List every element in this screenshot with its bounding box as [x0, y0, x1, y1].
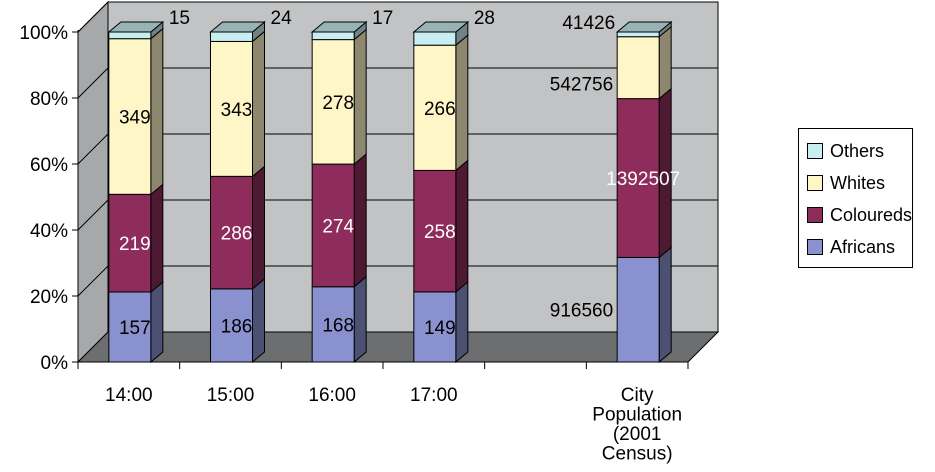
side-wall: [77, 0, 109, 364]
x-tick-label: 17:00: [410, 385, 458, 406]
bar-segment-africans: [108, 291, 152, 363]
legend-item-whites: Whites: [807, 167, 912, 199]
bar-segment-others: [413, 31, 457, 46]
legend-swatch: [807, 239, 823, 255]
data-label: 168: [322, 315, 354, 336]
bar-top: [412, 21, 470, 33]
x-tick-label: (2001: [613, 424, 662, 445]
bar-side-africans: [455, 280, 469, 364]
y-tick-label: 80%: [30, 89, 68, 110]
data-label: 542756: [550, 75, 613, 96]
legend-swatch: [807, 143, 823, 159]
bar-side-coloureds: [150, 183, 164, 294]
bar-side-coloureds: [252, 165, 265, 290]
x-tick-label: 15:00: [207, 385, 255, 406]
bar-segment-others: [210, 31, 253, 42]
bar-side-africans: [353, 275, 367, 364]
y-tick-label: 20%: [30, 287, 68, 308]
data-label: 1392507: [606, 169, 680, 190]
legend-item-coloureds: Coloureds: [807, 199, 912, 231]
data-label: 15: [169, 8, 190, 29]
data-label: 343: [221, 100, 253, 121]
gridline: [77, 133, 718, 165]
bar-segment-coloureds: [210, 175, 253, 290]
bar-segment-others: [311, 31, 355, 41]
legend-label: Coloureds: [830, 204, 913, 225]
data-label: 286: [221, 224, 253, 245]
data-label: 17: [372, 8, 393, 29]
bar-segment-africans: [616, 256, 660, 363]
y-tick-label: 0%: [41, 353, 69, 374]
y-tick-label: 100%: [19, 23, 68, 44]
data-label: 186: [221, 316, 253, 337]
legend-swatch: [807, 207, 823, 223]
data-label: 28: [474, 8, 495, 29]
data-label: 149: [424, 318, 456, 339]
data-label: 274: [322, 216, 354, 237]
gridline: [77, 1, 718, 33]
data-label: 266: [424, 99, 456, 120]
legend: Others Whites Coloureds Africans: [798, 128, 913, 268]
bar-side-whites: [150, 27, 164, 196]
gridline: [77, 199, 718, 231]
legend-label: Others: [830, 140, 885, 161]
gridline: [77, 265, 718, 297]
bar-side-africans: [150, 280, 164, 364]
bar-segment-coloureds: [413, 169, 457, 293]
bar-top: [209, 21, 266, 33]
bar-side-africans: [252, 277, 265, 364]
bar-top: [107, 21, 165, 33]
y-tick-label: 60%: [30, 155, 68, 176]
bar-side-whites: [658, 25, 672, 100]
legend-label: Africans: [830, 236, 896, 257]
bar-side-whites: [353, 28, 367, 166]
legend-item-africans: Africans: [807, 231, 912, 263]
bar-segment-coloureds: [616, 98, 660, 258]
bar-segment-africans: [311, 286, 355, 363]
legend-item-others: Others: [807, 135, 912, 167]
bar-side-whites: [455, 34, 469, 172]
data-label: 157: [119, 318, 151, 339]
data-label: 24: [271, 8, 293, 29]
x-tick-label: 14:00: [105, 385, 153, 406]
x-tick-label: Census): [602, 444, 673, 465]
bar-top: [615, 21, 673, 33]
bar-segment-whites: [311, 39, 355, 165]
x-tick-label: 16:00: [308, 385, 356, 406]
data-label: 349: [119, 108, 151, 129]
data-label: 41426: [562, 13, 615, 34]
gridline: [77, 67, 718, 99]
bar-segment-others: [108, 31, 152, 40]
bar-side-coloureds: [455, 159, 469, 293]
bar-top: [310, 21, 368, 33]
bar-segment-whites: [210, 40, 253, 177]
bar-side-whites: [252, 30, 265, 178]
x-tick-label: Population: [592, 405, 682, 426]
legend-label: Whites: [830, 172, 886, 193]
y-tick-label: 40%: [30, 221, 68, 242]
data-label: 278: [322, 93, 354, 114]
bar-side-africans: [658, 246, 672, 364]
data-label: 916560: [550, 301, 613, 322]
data-label: 219: [119, 234, 151, 255]
legend-swatch: [807, 175, 823, 191]
bar-segment-coloureds: [311, 163, 355, 288]
data-label: 258: [424, 222, 456, 243]
bar-side-coloureds: [353, 153, 367, 288]
bar-segment-others: [616, 31, 660, 38]
x-tick-label: City: [621, 385, 654, 406]
bar-segment-africans: [413, 291, 457, 363]
bar-segment-whites: [413, 44, 457, 171]
bar-segment-whites: [616, 36, 660, 100]
